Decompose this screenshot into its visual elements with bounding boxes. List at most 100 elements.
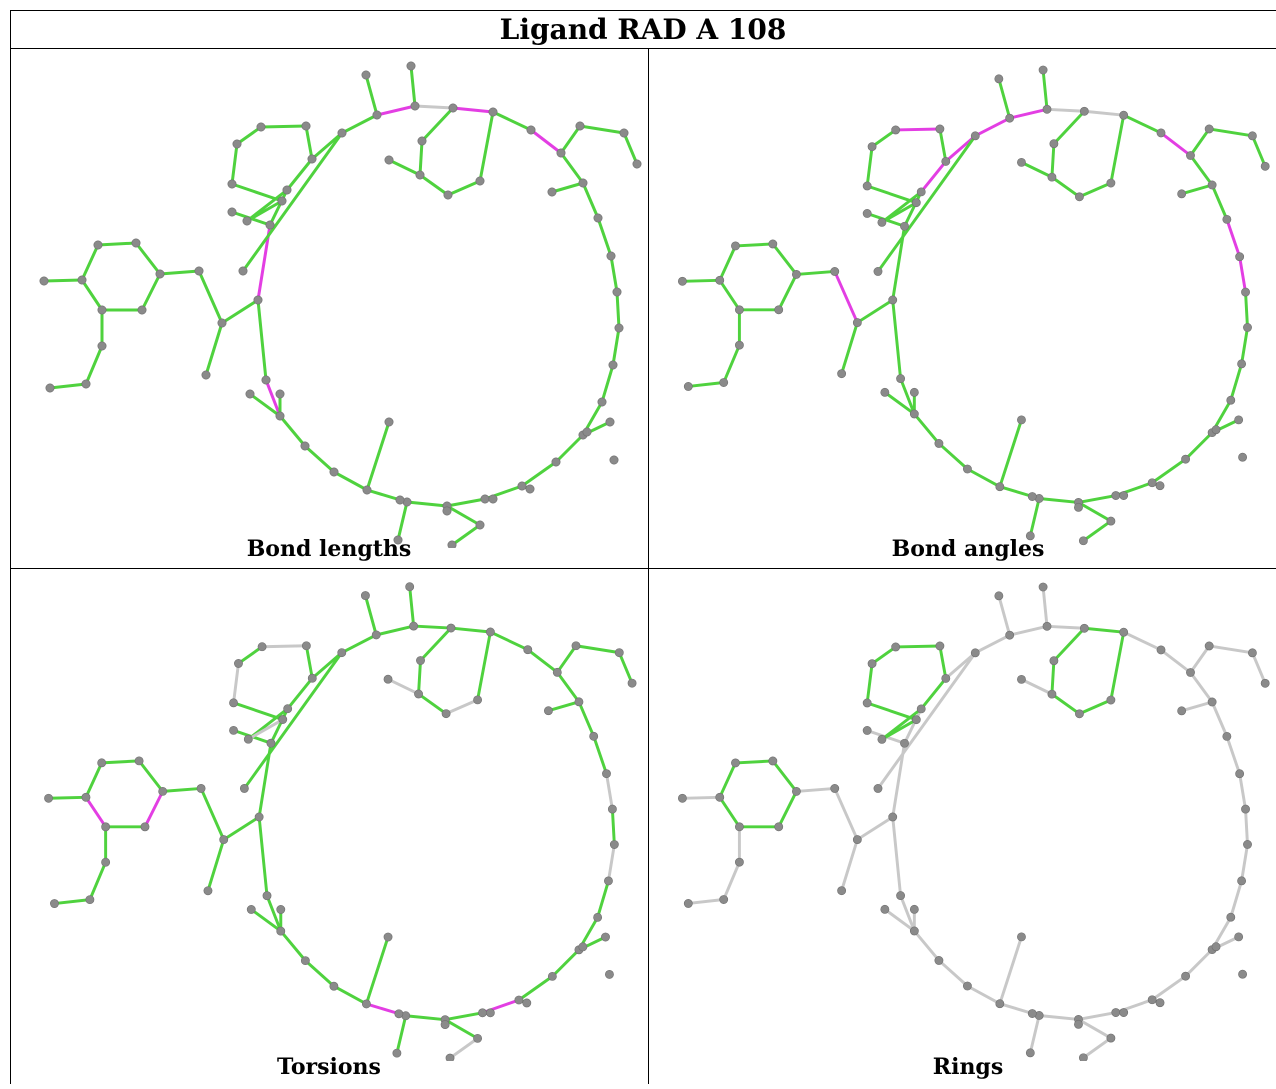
bond [417, 659, 422, 696]
atom [911, 715, 921, 725]
bond [1077, 181, 1113, 199]
bond [235, 125, 263, 146]
atom [81, 379, 91, 389]
bond [615, 290, 621, 330]
bond [611, 326, 621, 367]
atom [410, 101, 420, 111]
atom [605, 417, 615, 427]
bond [332, 984, 368, 1006]
atom [719, 378, 729, 387]
atom [571, 641, 581, 651]
bond [286, 676, 314, 711]
atom [867, 142, 877, 152]
atom [1238, 452, 1248, 462]
atom [217, 318, 227, 328]
atom [383, 932, 393, 942]
bond [232, 701, 285, 722]
atom [1155, 998, 1165, 1008]
bond [617, 651, 634, 685]
atom [158, 786, 168, 796]
atom [372, 110, 382, 120]
atom [614, 323, 624, 333]
bond [899, 377, 916, 416]
atom [880, 387, 890, 397]
atom [1237, 359, 1247, 369]
bond [794, 786, 837, 793]
atom [440, 1020, 450, 1030]
atom [604, 876, 613, 886]
atom [1047, 172, 1057, 182]
atom [1234, 932, 1244, 942]
bond [256, 298, 268, 382]
bond [734, 759, 775, 765]
atom [101, 857, 111, 867]
atom [1222, 214, 1232, 224]
atom [774, 305, 784, 315]
atom [473, 1033, 483, 1043]
bond [718, 761, 737, 799]
atom [888, 812, 898, 822]
atom [715, 792, 725, 802]
bond [899, 894, 916, 933]
bond [409, 64, 417, 108]
atom [485, 627, 495, 637]
bond [242, 651, 344, 790]
atom [731, 758, 740, 768]
atom [1017, 674, 1026, 684]
atom [277, 196, 287, 206]
bond [279, 929, 307, 963]
atom [1106, 695, 1116, 705]
atom [229, 725, 238, 735]
bond [222, 815, 261, 842]
caption-bond-lengths: Bond lengths [246, 536, 412, 562]
atom [683, 899, 693, 908]
atom [101, 822, 111, 832]
atom [1017, 415, 1026, 425]
bond [444, 698, 480, 716]
atom [1025, 1048, 1035, 1058]
atom [1106, 1033, 1116, 1043]
atom [830, 784, 840, 793]
atom [405, 582, 415, 592]
bond [1081, 519, 1113, 543]
bond [1240, 326, 1249, 366]
atom [619, 128, 629, 138]
atom [911, 198, 921, 208]
bond [680, 278, 722, 283]
atom [606, 251, 616, 261]
bond [47, 795, 88, 800]
atom [909, 409, 919, 419]
atom [632, 159, 642, 169]
atom [77, 275, 87, 285]
table-border-left [10, 10, 11, 1084]
bond [973, 116, 1012, 138]
bond [894, 644, 942, 649]
atom [916, 187, 926, 197]
atom [544, 706, 553, 716]
panel-bond-lengths: Bond lengths [10, 48, 648, 568]
atom [384, 155, 394, 165]
bond [84, 344, 104, 386]
atom [597, 397, 607, 407]
atom [1027, 1009, 1037, 1018]
bond [581, 181, 600, 220]
bond [870, 128, 898, 149]
bond [606, 843, 616, 883]
atom [261, 375, 271, 385]
bond [912, 929, 941, 962]
bond [865, 662, 874, 705]
bond [1076, 500, 1113, 523]
bond [517, 974, 554, 1002]
bond [596, 216, 613, 258]
bond [520, 460, 558, 488]
atom [219, 835, 229, 845]
bond [230, 142, 239, 186]
bond [1238, 772, 1248, 811]
bond [771, 242, 798, 276]
atom [276, 905, 286, 914]
bond [777, 272, 798, 312]
atom [734, 305, 744, 315]
bond [396, 500, 409, 542]
bond [88, 860, 108, 902]
atom [607, 804, 617, 814]
